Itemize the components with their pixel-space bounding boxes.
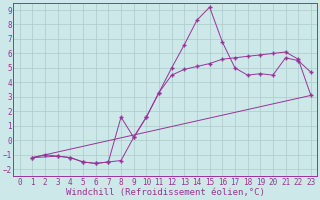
X-axis label: Windchill (Refroidissement éolien,°C): Windchill (Refroidissement éolien,°C) (66, 188, 265, 197)
